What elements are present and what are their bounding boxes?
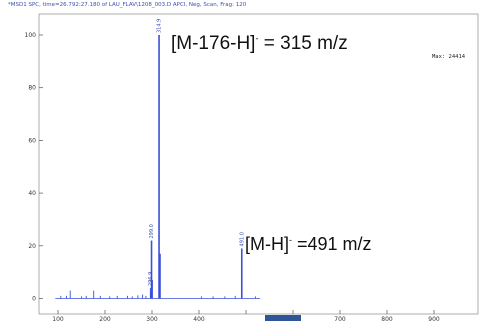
peaks	[60, 35, 256, 299]
peak-label: 491.0	[239, 232, 245, 246]
x-tick-label: 800	[381, 316, 393, 321]
x-tick-label: 100	[52, 316, 64, 321]
molecular-ion-formula: [M-H]	[245, 234, 289, 254]
molecular-ion-mz: =491 m/z	[292, 234, 372, 254]
plot-frame	[38, 13, 479, 315]
tick-highlight-box	[265, 315, 301, 321]
x-tick-label: 400	[193, 316, 205, 321]
fragment-ion-formula: [M-176-H]	[171, 33, 256, 54]
y-tick-label: 100	[25, 32, 37, 39]
peak-label: 314.9	[157, 19, 163, 33]
peak-labels: 314.9 299.0 491.0 296.9	[148, 19, 245, 286]
y-tick-label: 0	[32, 296, 36, 303]
peak-label: 296.9	[148, 272, 154, 286]
molecular-ion-charge: -	[289, 235, 292, 245]
axes: 0 20 40 60 80 100 100 200 300 400 700 800 900	[25, 13, 479, 321]
molecular-ion-annotation: [M-H]- =491 m/z	[245, 235, 372, 253]
peak-label: 299.0	[149, 224, 155, 238]
x-tick-label: 300	[146, 316, 158, 321]
x-tick-label: 200	[99, 316, 111, 321]
y-tick-label: 60	[28, 137, 36, 144]
fragment-ion-charge: -	[255, 33, 259, 44]
max-intensity-label: Max: 24414	[432, 54, 466, 60]
fragment-ion-annotation: [M-176-H]- = 315 m/z	[171, 34, 348, 53]
chart-header: *MSD1 SPC, time=26.792:27.180 of LAU_FLA…	[8, 2, 247, 8]
fragment-ion-mz: = 315 m/z	[258, 33, 348, 54]
x-tick-label: 700	[334, 316, 346, 321]
x-tick-label: 900	[428, 316, 440, 321]
y-tick-label: 40	[28, 190, 36, 197]
y-tick-label: 20	[28, 243, 36, 250]
y-tick-label: 80	[28, 85, 36, 92]
